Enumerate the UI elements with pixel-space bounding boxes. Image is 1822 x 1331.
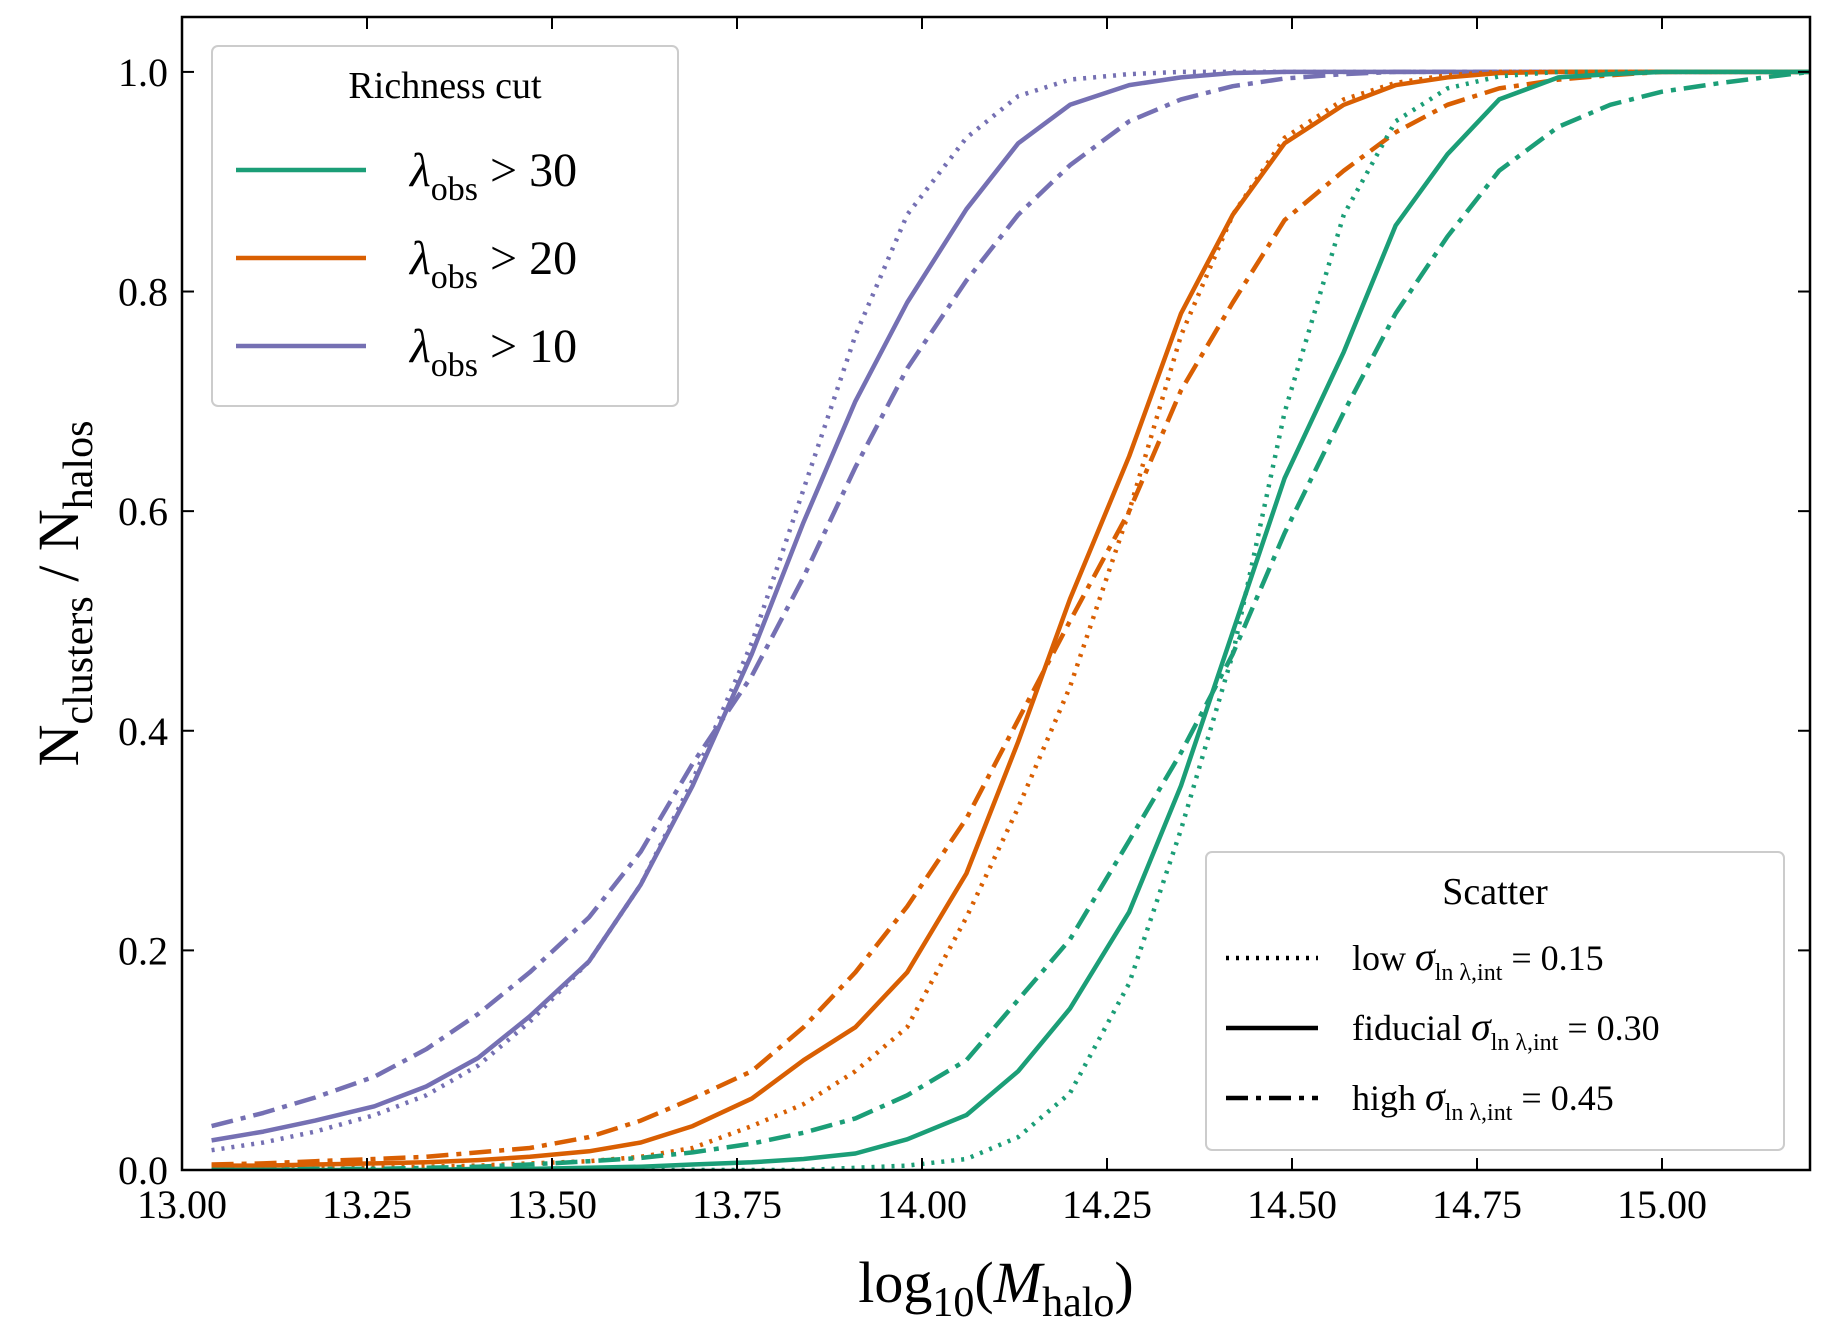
legend-scatter-box [1205, 851, 1785, 1151]
plot-area: 13.00 13.25 13.50 13.75 14.00 14.25 14.50 14.75… [118, 15, 1812, 1227]
x-tick-label: 14.25 [1062, 1182, 1152, 1227]
series-line-cut20-fid [211, 69, 1810, 1168]
legend-richness-box [211, 45, 679, 407]
y-tick-label: 0.4 [118, 709, 168, 754]
x-axis-label: log10(Mhalo) [858, 1250, 1133, 1326]
legend-richness-title: Richness cut [348, 65, 542, 107]
y-tick-label: 0.6 [118, 489, 168, 534]
tick-layer: 13.00 13.25 13.50 13.75 14.00 14.25 14.50 14.75… [118, 17, 1810, 1227]
series-line-cut10-high [211, 69, 1810, 1129]
x-tick-label: 13.25 [322, 1182, 412, 1227]
x-tick-label: 13.00 [137, 1182, 227, 1227]
series-line-cut30-high [211, 69, 1810, 1170]
legend-label-fiducial: fiducial σln λ,int = 0.30 [1352, 1004, 1660, 1056]
legend-label-high: high σln λ,int = 0.45 [1352, 1074, 1614, 1126]
y-tick-label: 1.0 [118, 50, 168, 95]
y-axis-label: Nclusters / Nhalos [26, 421, 102, 767]
x-tick-label: 13.50 [507, 1182, 597, 1227]
legend-label-cut20: λobs > 20 [408, 232, 577, 296]
x-tick-label: 14.00 [877, 1182, 967, 1227]
legend-label-cut30: λobs > 30 [408, 144, 577, 208]
plot-frame [180, 15, 1812, 1172]
legend-label-cut10: λobs > 10 [408, 320, 577, 384]
series-line-cut30-low [211, 69, 1810, 1170]
x-tick-label: 14.75 [1432, 1182, 1522, 1227]
legend-richness-cut: Richness cut λobs > 30 λobs > 20 λobs > 10 [211, 45, 679, 407]
x-tick-label: 13.75 [692, 1182, 782, 1227]
legend-label-low: low σln λ,int = 0.15 [1352, 934, 1604, 986]
series-line-cut10-low [211, 69, 1810, 1153]
series-layer [211, 69, 1810, 1170]
y-tick-label: 0.0 [118, 1148, 168, 1193]
y-tick-label: 0.8 [118, 270, 168, 315]
x-tick-label: 15.00 [1617, 1182, 1707, 1227]
legend-scatter-title: Scatter [1442, 871, 1548, 913]
legend-scatter: Scatter low σln λ,int = 0.15 fiducial σln… [1205, 851, 1785, 1151]
x-tick-label: 14.50 [1247, 1182, 1337, 1227]
y-tick-label: 0.2 [118, 928, 168, 973]
